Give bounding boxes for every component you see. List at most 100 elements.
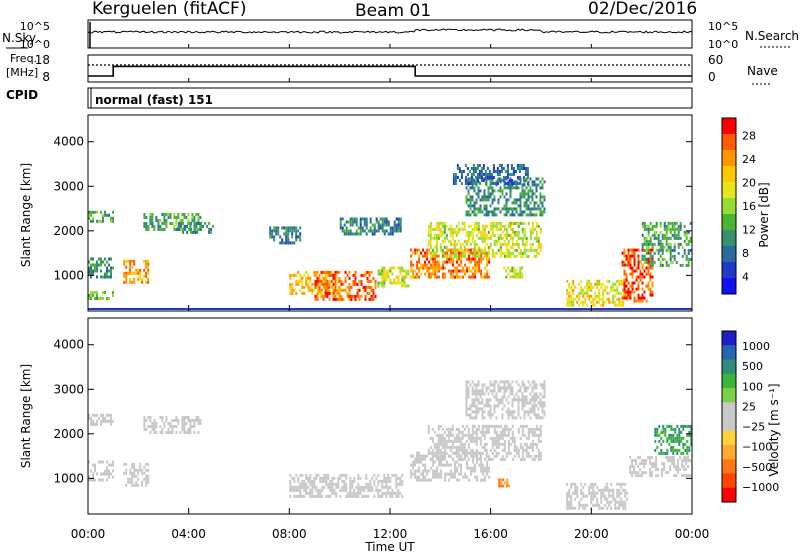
echo-cell [443, 451, 446, 455]
echo-cell [348, 294, 351, 298]
echo-cell [181, 416, 184, 419]
echo-cell [531, 427, 534, 431]
echo-cell [173, 228, 176, 231]
echo-cell [535, 236, 538, 240]
echo-cell [440, 472, 443, 476]
echo-cell [478, 266, 481, 270]
echo-cell [612, 497, 615, 501]
echo-cell [395, 229, 398, 233]
echo-cell [671, 462, 674, 466]
echo-cell [507, 395, 510, 399]
echo-cell [141, 280, 144, 284]
echo-cell [673, 230, 676, 234]
echo-cell [486, 466, 489, 470]
echo-cell [471, 236, 474, 240]
echo-cell [485, 442, 488, 446]
echo-cell [167, 431, 170, 434]
echo-cell [273, 229, 276, 233]
echo-cell [454, 466, 457, 470]
echo-cell [334, 285, 337, 289]
echo-cell [416, 460, 419, 464]
echo-cell [291, 235, 294, 239]
echo-cell [466, 173, 469, 176]
echo-cell [500, 481, 503, 485]
echo-cell [289, 291, 292, 295]
echo-cell [635, 278, 638, 282]
echo-cell [397, 223, 400, 227]
echo-cell [660, 442, 663, 446]
echo-cell [472, 164, 475, 167]
echo-cell [539, 457, 542, 461]
echo-cell [678, 433, 681, 437]
echo-cell [191, 419, 194, 422]
echo-cell [465, 401, 468, 405]
echo-cell [493, 224, 496, 228]
echo-cell [537, 239, 540, 243]
echo-cell [169, 222, 172, 225]
echo-cell [441, 427, 444, 431]
echo-cell [293, 494, 296, 498]
echo-cell [537, 395, 540, 399]
echo-cell [379, 272, 382, 276]
echo-cell [428, 260, 431, 264]
echo-cell [318, 285, 321, 289]
echo-cell [199, 422, 202, 425]
echo-cell [649, 263, 652, 267]
echo-cell [654, 430, 657, 434]
echo-cell [621, 296, 624, 300]
echo-cell [464, 182, 467, 185]
echo-cell [539, 398, 542, 402]
echo-cell [475, 233, 478, 237]
echo-cell [479, 436, 482, 440]
echo-cell [487, 424, 490, 428]
echo-cell [143, 465, 146, 469]
echo-cell [622, 282, 625, 286]
echo-cell [610, 285, 613, 289]
echo-cell [509, 436, 512, 440]
echo-cell [311, 494, 314, 498]
echo-cell [88, 269, 90, 273]
echo-cell [682, 424, 685, 428]
echo-cell [175, 425, 178, 428]
echo-cell [489, 192, 492, 196]
echo-cell [405, 284, 408, 288]
echo-cell [643, 471, 646, 475]
echo-cell [487, 251, 490, 255]
echo-cell [319, 494, 322, 498]
echo-cell [633, 281, 636, 285]
echo-cell [161, 228, 164, 231]
echo-cell [533, 410, 536, 414]
echo-cell [427, 227, 430, 231]
echo-cell [467, 380, 470, 384]
echo-cell [610, 500, 613, 504]
echo-cell [505, 230, 508, 234]
echo-cell [469, 233, 472, 237]
echo-cell [466, 463, 469, 467]
echo-cell [333, 488, 336, 492]
echo-cell [337, 276, 340, 280]
echo-cell [533, 413, 536, 417]
colorbar-swatch [722, 262, 736, 279]
echo-cell [383, 479, 386, 483]
echo-cell [570, 503, 573, 507]
echo-cell [537, 448, 540, 452]
echo-cell [572, 282, 575, 286]
echo-cell [477, 189, 480, 193]
echo-cell [464, 176, 467, 179]
echo-cell [677, 242, 680, 246]
echo-cell [475, 410, 478, 414]
echo-cell [673, 233, 676, 237]
echo-cell [509, 207, 512, 211]
echo-cell [320, 270, 323, 274]
y-tick-label: 4000 [53, 135, 84, 149]
echo-cell [673, 254, 676, 258]
echo-cell [133, 468, 136, 472]
echo-cell [641, 233, 644, 237]
echo-cell [576, 488, 579, 492]
colorbar-tick-label: 1000 [742, 340, 770, 353]
echo-cell [604, 497, 607, 501]
echo-cell [289, 273, 292, 277]
echo-cell [537, 245, 540, 249]
echo-cell [511, 275, 514, 279]
echo-cell [484, 266, 487, 270]
